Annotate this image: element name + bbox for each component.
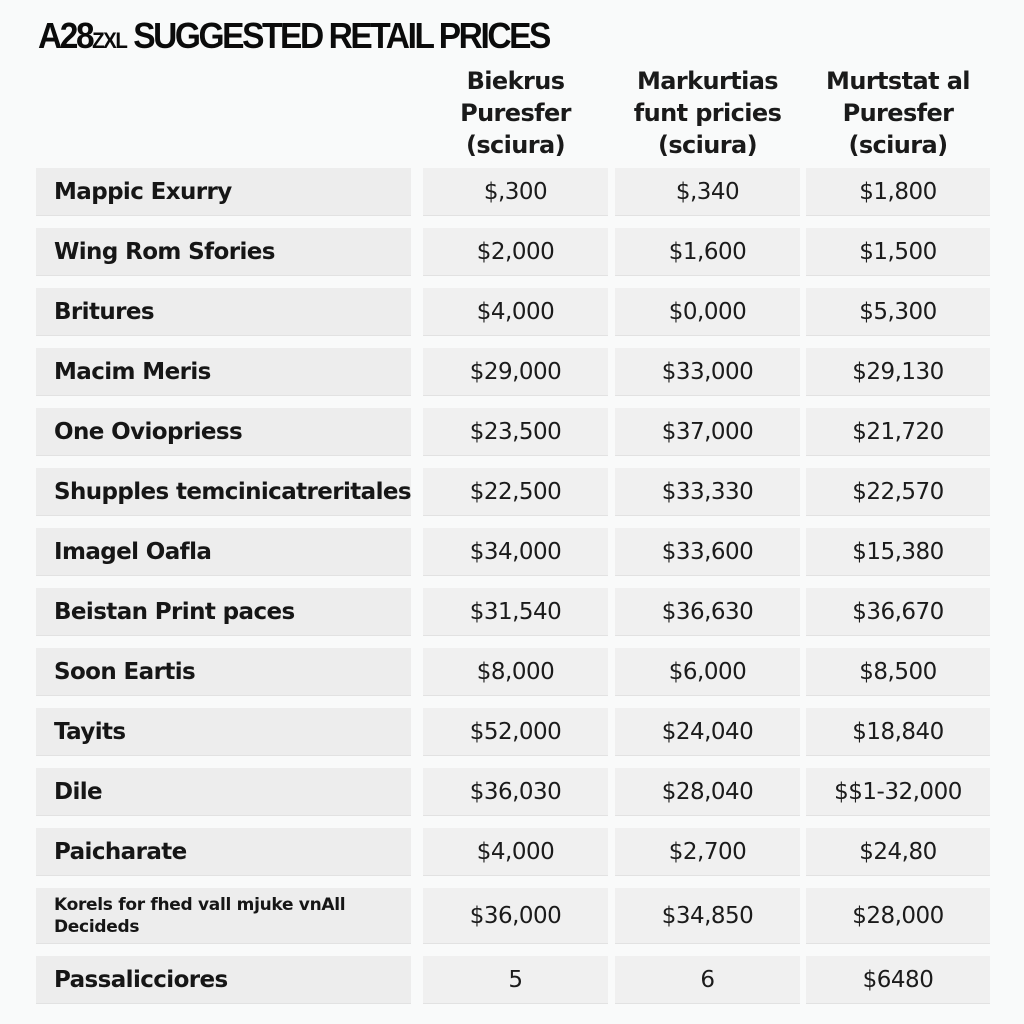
price-cell: $22,500 [423,468,608,516]
price-cell: $24,80 [806,828,990,876]
row-label: Mappic Exurry [36,168,411,216]
table-row: Dile $36,030 $28,040 $$1-32,000 [0,768,1024,816]
price-cell: $31,540 [423,588,608,636]
row-label: Paicharate [36,828,411,876]
price-cell: $1,600 [615,228,800,276]
column-header-line: Biekrus [466,67,565,95]
price-cell: $,300 [423,168,608,216]
price-cell: $29,130 [806,348,990,396]
row-label: Beistan Print paces [36,588,411,636]
price-cell: $0,000 [615,288,800,336]
price-cell: $2,000 [423,228,608,276]
price-cell: $33,000 [615,348,800,396]
price-cell: $34,850 [615,888,800,944]
price-cell: $23,500 [423,408,608,456]
title-model: A28 [38,15,95,56]
price-cell: $1,500 [806,228,990,276]
price-cell: $33,330 [615,468,800,516]
row-label: Wing Rom Sfories [36,228,411,276]
price-cell: $33,600 [615,528,800,576]
row-label: Soon Eartis [36,648,411,696]
row-label-line: Korels for fhed vall mjuke vnAll [54,894,346,915]
table-row: Korels for fhed vall mjuke vnAll Decided… [0,888,1024,944]
table-row: Soon Eartis $8,000 $6,000 $8,500 [0,648,1024,696]
table-row: Mappic Exurry $,300 $,340 $1,800 [0,168,1024,216]
price-cell: $2,700 [615,828,800,876]
row-label: Imagel Oafla [36,528,411,576]
column-header-2: Markurtias funt pricies (sciura) [605,65,810,161]
price-cell: $18,840 [806,708,990,756]
price-cell: $28,000 [806,888,990,944]
column-header-line: (sciura) [658,131,758,159]
price-cell: $52,000 [423,708,608,756]
price-cell: $15,380 [806,528,990,576]
column-header-line: Murtstat al [826,67,970,95]
row-label-line: Decideds [54,916,140,937]
price-cell: $5,300 [806,288,990,336]
price-cell: $4,000 [423,288,608,336]
column-header-line: (sciura) [848,131,949,159]
title-model-suffix: ZXL [92,28,128,53]
price-cell: $8,000 [423,648,608,696]
price-cell: $37,000 [615,408,800,456]
price-cell: $,340 [615,168,800,216]
column-header-line: Markurtias [637,67,779,95]
table-row: Passalicciores 5 6 $6480 [0,956,1024,1004]
row-label: Britures [36,288,411,336]
price-cell: $36,630 [615,588,800,636]
title-text: SUGGESTED RETAIL PRICES [133,15,551,56]
row-label: Passalicciores [36,956,411,1004]
price-cell: $1,800 [806,168,990,216]
price-cell: $$1-32,000 [806,768,990,816]
column-header-3: Murtstat al Puresfer (sciura) [798,65,998,161]
price-cell: $6,000 [615,648,800,696]
price-cell: $36,670 [806,588,990,636]
price-cell: $29,000 [423,348,608,396]
price-cell: $28,040 [615,768,800,816]
price-cell: 5 [423,956,608,1004]
row-label: One Oviopriess [36,408,411,456]
price-cell: $21,720 [806,408,990,456]
row-label: Korels for fhed vall mjuke vnAll Decided… [36,888,411,944]
price-cell: $34,000 [423,528,608,576]
row-label: Macim Meris [36,348,411,396]
table-row: One Oviopriess $23,500 $37,000 $21,720 [0,408,1024,456]
table-row: Wing Rom Sfories $2,000 $1,600 $1,500 [0,228,1024,276]
price-cell: 6 [615,956,800,1004]
price-cell: $22,570 [806,468,990,516]
row-label: Dile [36,768,411,816]
column-header-line: (sciura) [466,131,566,159]
table-row: Tayits $52,000 $24,040 $18,840 [0,708,1024,756]
price-cell: $8,500 [806,648,990,696]
price-cell: $36,000 [423,888,608,944]
row-label: Shupples temcinicatreritales [36,468,412,516]
table-row: Shupples temcinicatreritales $22,500 $33… [0,468,1024,516]
table-row: Paicharate $4,000 $2,700 $24,80 [0,828,1024,876]
price-cell: $6480 [806,956,990,1004]
row-label: Tayits [36,708,411,756]
table-row: Britures $4,000 $0,000 $5,300 [0,288,1024,336]
price-cell: $36,030 [423,768,608,816]
price-cell: $24,040 [615,708,800,756]
column-header-line: Puresfer [842,99,954,127]
column-header-line: funt pricies [633,99,782,127]
table-row: Beistan Print paces $31,540 $36,630 $36,… [0,588,1024,636]
table-row: Macim Meris $29,000 $33,000 $29,130 [0,348,1024,396]
column-header-1: Biekrus Puresfer (sciura) [423,65,608,161]
column-header-line: Puresfer [460,99,571,127]
table-row: Imagel Oafla $34,000 $33,600 $15,380 [0,528,1024,576]
price-cell: $4,000 [423,828,608,876]
page-title: A28ZXL SUGGESTED RETAIL PRICES [38,14,551,63]
